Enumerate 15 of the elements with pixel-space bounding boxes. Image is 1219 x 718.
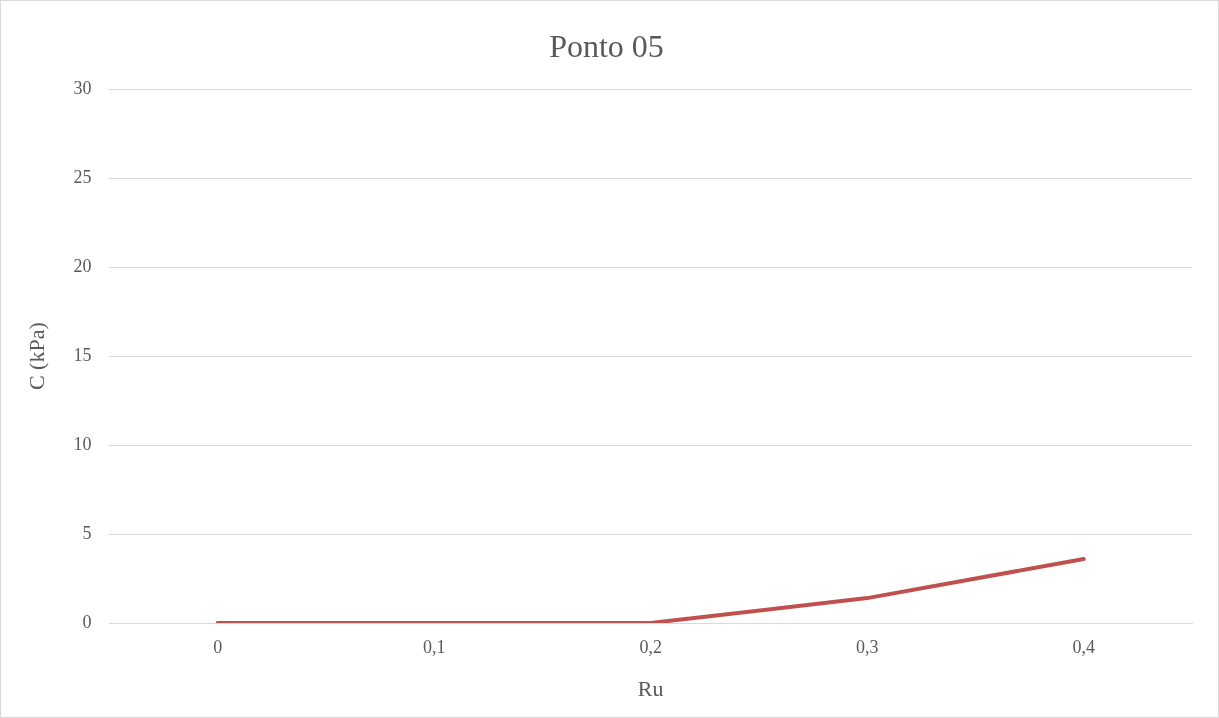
chart-title: Ponto 05 xyxy=(549,27,664,64)
y-tick-label: 20 xyxy=(73,256,92,276)
x-axis-title: Ru xyxy=(637,675,664,701)
x-tick-label: 0,1 xyxy=(422,636,446,657)
y-tick-label: 5 xyxy=(82,522,92,543)
y-tick-label: 25 xyxy=(73,167,92,188)
x-tick-label: 0,3 xyxy=(855,636,879,657)
x-tick-label: 0 xyxy=(213,636,223,657)
y-tick-label: 30 xyxy=(73,78,92,99)
x-tick-label: 0,4 xyxy=(1072,636,1095,657)
y-tick-label: 15 xyxy=(73,344,92,365)
y-axis-title: C (kPa) xyxy=(23,322,49,391)
y-tick-label: 0 xyxy=(82,611,92,632)
x-tick-label: 0,2 xyxy=(639,636,662,657)
y-tick-label: 10 xyxy=(73,433,92,454)
